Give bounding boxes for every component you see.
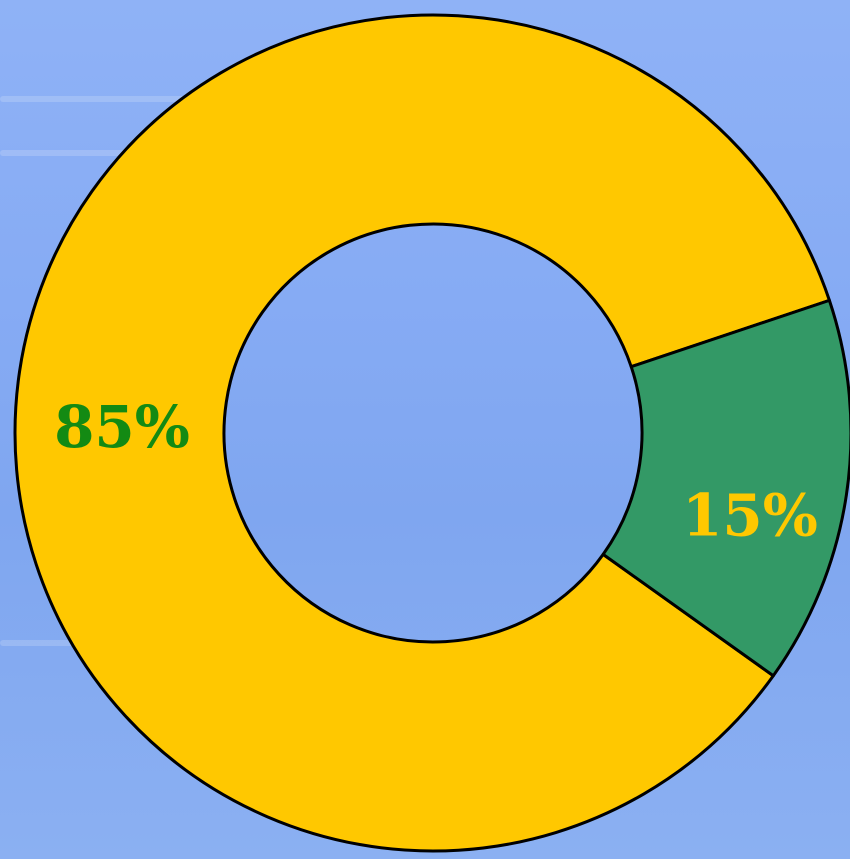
slice-label-0: 85% <box>54 393 190 461</box>
donut-slice-1 <box>601 298 850 678</box>
background-streak-2 <box>0 150 220 156</box>
labels-layer: 85% 15% <box>54 393 818 549</box>
slices-layer <box>13 13 850 853</box>
slice-label-1: 15% <box>682 481 818 549</box>
donut-slice-0 <box>13 13 831 853</box>
background-streak-1 <box>0 96 300 102</box>
